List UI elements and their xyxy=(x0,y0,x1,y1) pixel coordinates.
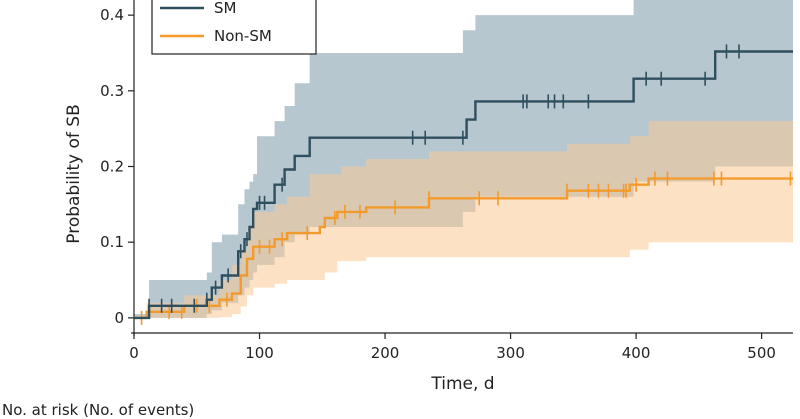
x-tick-label: 300 xyxy=(496,344,525,362)
risk-table-title: No. at risk (No. of events) xyxy=(2,401,195,419)
legend-label: Non-SM xyxy=(214,27,272,45)
y-tick-label: 0 xyxy=(114,309,124,327)
legend-box xyxy=(151,0,317,55)
ci-band-non-sm xyxy=(134,121,793,318)
axes xyxy=(128,0,793,339)
x-axis-title: Time, d xyxy=(430,374,494,394)
y-tick-label: 0.4 xyxy=(100,6,124,24)
confidence-bands xyxy=(134,0,793,318)
x-tick-label: 400 xyxy=(622,344,651,362)
legend: SM Non-SM xyxy=(151,0,317,55)
tick-labels: 0 100 200 300 400 500 0 0.1 0.2 0.3 0.4 xyxy=(100,6,776,362)
curve-sm xyxy=(134,50,793,320)
y-tick-label: 0.3 xyxy=(100,82,124,100)
x-tick-label: 200 xyxy=(371,344,400,362)
legend-label: SM xyxy=(214,0,236,17)
x-tick-label: 100 xyxy=(245,344,274,362)
y-axis-title: Probability of SB xyxy=(64,104,84,244)
survival-curves xyxy=(134,44,793,325)
x-tick-label: 500 xyxy=(747,344,776,362)
y-tick-label: 0.1 xyxy=(100,233,124,251)
y-tick-label: 0.2 xyxy=(100,158,124,176)
x-tick-label: 0 xyxy=(129,344,139,362)
